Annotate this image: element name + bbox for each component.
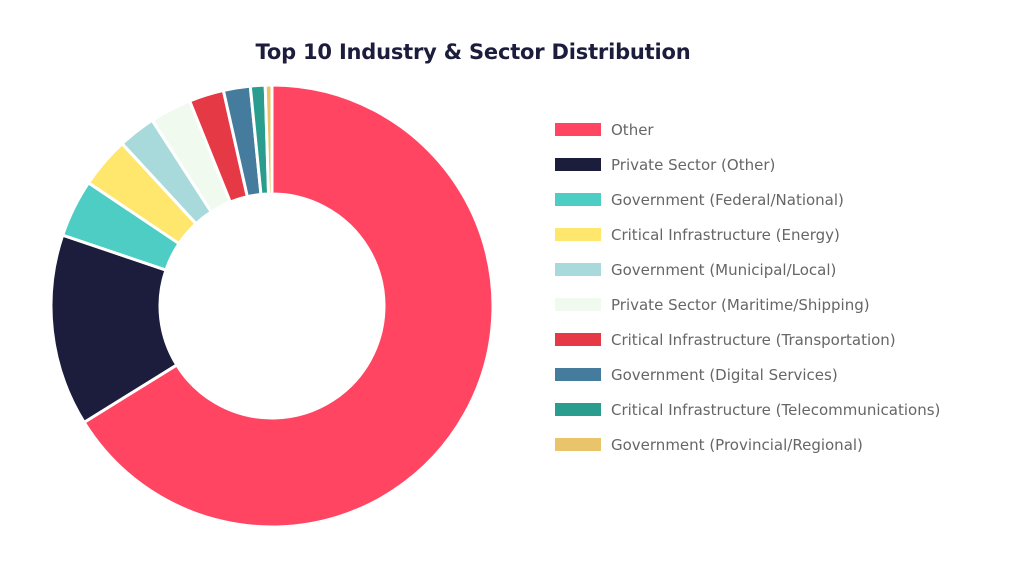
legend-label: Critical Infrastructure (Energy) <box>611 225 840 244</box>
donut-slice-10[interactable] <box>263 83 274 196</box>
legend-swatch <box>555 298 601 311</box>
legend-label: Critical Infrastructure (Transportation) <box>611 330 896 349</box>
donut-chart <box>49 83 495 529</box>
chart-title: Top 10 Industry & Sector Distribution <box>255 40 691 64</box>
legend-swatch <box>555 123 601 136</box>
legend-swatch <box>555 193 601 206</box>
legend-swatch <box>555 403 601 416</box>
legend-item[interactable]: Critical Infrastructure (Transportation) <box>555 322 1005 357</box>
legend-label: Other <box>611 120 654 139</box>
legend-item[interactable]: Critical Infrastructure (Telecommunicati… <box>555 392 1005 427</box>
legend-swatch <box>555 158 601 171</box>
legend-label: Government (Provincial/Regional) <box>611 435 863 454</box>
chart-legend: Other Private Sector (Other) Government (F… <box>555 112 1005 462</box>
legend-label: Critical Infrastructure (Telecommunicati… <box>611 400 941 419</box>
legend-swatch <box>555 263 601 276</box>
legend-swatch <box>555 228 601 241</box>
legend-label: Government (Municipal/Local) <box>611 260 837 279</box>
legend-swatch <box>555 333 601 346</box>
donut-slice-1[interactable] <box>82 83 495 529</box>
legend-item[interactable]: Critical Infrastructure (Energy) <box>555 217 1005 252</box>
legend-swatch <box>555 438 601 451</box>
legend-label: Private Sector (Other) <box>611 155 776 174</box>
legend-label: Government (Digital Services) <box>611 365 838 384</box>
legend-item[interactable]: Government (Municipal/Local) <box>555 252 1005 287</box>
legend-item[interactable]: Other <box>555 112 1005 147</box>
legend-item[interactable]: Private Sector (Other) <box>555 147 1005 182</box>
legend-item[interactable]: Private Sector (Maritime/Shipping) <box>555 287 1005 322</box>
legend-item[interactable]: Government (Federal/National) <box>555 182 1005 217</box>
legend-item[interactable]: Government (Provincial/Regional) <box>555 427 1005 462</box>
legend-swatch <box>555 368 601 381</box>
legend-label: Government (Federal/National) <box>611 190 844 209</box>
legend-label: Private Sector (Maritime/Shipping) <box>611 295 870 314</box>
legend-item[interactable]: Government (Digital Services) <box>555 357 1005 392</box>
